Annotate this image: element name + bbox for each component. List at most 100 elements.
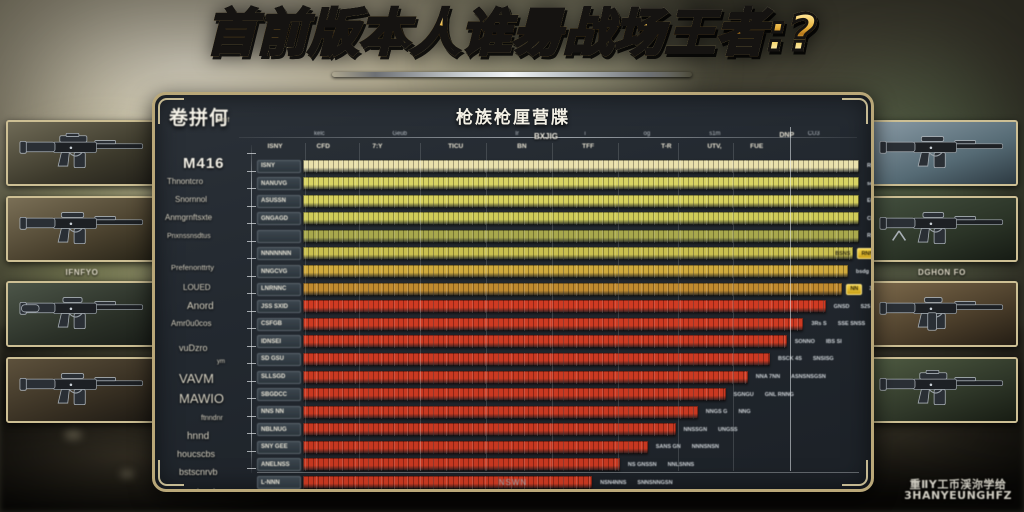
row-tag[interactable]: 3Rs S bbox=[811, 321, 827, 328]
table-row[interactable]: SD GSU BSCK 4S SNSISG bbox=[257, 351, 859, 367]
row-tag[interactable]: GNL RNNG bbox=[764, 391, 794, 398]
row-tag[interactable]: NN bbox=[846, 283, 863, 295]
brace-tick bbox=[247, 345, 256, 347]
row-tag[interactable]: NNLSNNS bbox=[667, 461, 695, 468]
row-name-cell: GNGAGD bbox=[257, 212, 301, 226]
row-label: Prefenonttrty bbox=[171, 263, 214, 272]
table-row[interactable]: CSFGB 3Rs S SSE SNSS bbox=[257, 316, 865, 332]
row-tag[interactable]: NNA 7NN bbox=[755, 374, 781, 381]
row-tag-group: CNENBErMrlcABD bbox=[863, 213, 871, 224]
weapon-thumbnail[interactable] bbox=[6, 120, 158, 186]
brace-tick bbox=[247, 258, 256, 259]
row-tag[interactable]: EOL :399 R5= bbox=[867, 198, 871, 205]
table-row[interactable]: NANUVG sdnn: GRC5n43 bbox=[257, 176, 871, 192]
table-row[interactable]: SLLSGD NNA 7NN ASNSNSGSN bbox=[257, 369, 859, 385]
row-tag[interactable]: NNG bbox=[738, 409, 751, 416]
table-row[interactable]: NNGCVG bsdgltndS bbox=[257, 263, 869, 279]
corner-ornament-icon bbox=[158, 460, 184, 486]
row-tag[interactable]: SNNSNNGSN bbox=[637, 479, 673, 486]
row-tag[interactable]: SANS GN bbox=[655, 444, 681, 451]
table-row[interactable]: SNY GEE SANS GN NNNSNSN bbox=[257, 439, 859, 455]
table-row[interactable]: GNGAGD CNENBErMrlcABD bbox=[257, 211, 871, 227]
row-tag-group: sdnn: GRC5n43 bbox=[863, 178, 874, 189]
row-tag[interactable]: 3N bbox=[869, 286, 873, 293]
table-row[interactable]: NNS NN NNGS G NNG bbox=[257, 404, 859, 420]
weapon-thumbnail[interactable] bbox=[866, 281, 1018, 347]
row-tag[interactable]: NNSSGN bbox=[683, 426, 708, 433]
weapon-thumbnail[interactable] bbox=[6, 281, 158, 347]
row-tag[interactable]: RSNC bbox=[867, 233, 874, 240]
table-row[interactable]: ISNY RFNG2UEN2 bbox=[257, 158, 871, 174]
brace-tick bbox=[247, 170, 256, 172]
thumbnail-caption: IFNFYO bbox=[65, 268, 99, 277]
value-bar bbox=[303, 388, 726, 402]
row-tag[interactable]: CNENB bbox=[867, 215, 871, 222]
vertical-brace bbox=[247, 145, 257, 473]
table-row[interactable]: JSS SXID GNSD S25 RSNSNS bbox=[257, 299, 871, 315]
row-name-cell: SNY GEE bbox=[257, 440, 301, 454]
table-row[interactable]: ANELNSS NS GNSSN NNLSNNS bbox=[257, 457, 859, 473]
table-row[interactable]: L-NNN NSN4NNS SNNSNNGSN bbox=[257, 474, 859, 489]
table-row[interactable]: IDNSEI SONNO IBS SI bbox=[257, 334, 859, 350]
row-name-cell: ISNY bbox=[257, 159, 301, 173]
table-row[interactable]: NNNNNNN BSNS RNNS6dxc bbox=[257, 246, 871, 262]
row-tag-group: GNSD S25 RSNSNS bbox=[830, 301, 871, 312]
value-bar bbox=[303, 300, 826, 314]
row-tag[interactable]: NS GNSSN bbox=[627, 461, 657, 468]
table-row[interactable]: LNRNNCNN3NSBNSSL SNS bbox=[257, 281, 871, 297]
row-tag[interactable]: RNNS bbox=[857, 248, 871, 260]
weapon-thumbnail[interactable] bbox=[866, 357, 1018, 423]
panel-footer-label: NSWN bbox=[498, 478, 528, 487]
brace-tick bbox=[247, 468, 256, 469]
ground-speck bbox=[64, 430, 82, 440]
column-group-label-side: DNP bbox=[779, 132, 795, 139]
row-tag[interactable]: NSN4NNS bbox=[600, 479, 627, 486]
row-tag[interactable]: BSCK 4S bbox=[778, 356, 802, 363]
row-tag[interactable]: NNGS G bbox=[705, 409, 728, 416]
row-tag[interactable]: NNNSNSN bbox=[691, 444, 719, 451]
row-bar-track: CNENBErMrlcABD bbox=[303, 212, 871, 226]
grid-baseline bbox=[257, 472, 859, 473]
row-tag[interactable]: ASNSNSGSN bbox=[791, 374, 826, 381]
table-row[interactable]: NBLNUG NNSSGN UNGSS bbox=[257, 422, 859, 438]
table-row[interactable]: SBGDCC SGNGU GNL RNNG bbox=[257, 387, 859, 403]
brace-tick bbox=[247, 380, 256, 382]
row-label: ftnndnr bbox=[201, 415, 223, 422]
weapon-thumbnail[interactable] bbox=[6, 196, 158, 262]
row-tag[interactable]: SONNO bbox=[794, 338, 815, 345]
row-tag-group: SONNO IBS SI bbox=[791, 336, 846, 347]
row-name-cell: NANUVG bbox=[257, 177, 301, 191]
row-tag[interactable]: SNSISG bbox=[812, 356, 834, 363]
value-bar bbox=[303, 423, 676, 437]
row-tag[interactable]: SSE SNSS bbox=[837, 321, 866, 328]
table-row[interactable]: RSNC6F1NC bbox=[257, 228, 871, 244]
value-bar bbox=[303, 458, 620, 472]
value-bar bbox=[303, 159, 859, 173]
row-tag-group: RSNC6F1NC bbox=[863, 231, 874, 242]
value-bar bbox=[303, 370, 748, 384]
row-tag[interactable]: UNGSS bbox=[718, 426, 738, 433]
column-header: FUE bbox=[750, 143, 764, 150]
row-tag[interactable]: sdnn: GRC5n43 bbox=[867, 180, 874, 187]
row-name-cell: CSFGB bbox=[257, 317, 301, 331]
row-tag[interactable]: S25 RSNSNS bbox=[860, 303, 871, 310]
column-header: BN bbox=[517, 143, 527, 150]
row-tag[interactable]: bsdg bbox=[855, 268, 870, 275]
row-label: Amr0u0cos bbox=[171, 319, 212, 328]
brace-tick bbox=[247, 433, 256, 434]
weapon-thumbnail[interactable] bbox=[866, 120, 1018, 186]
value-bar bbox=[303, 194, 859, 208]
row-label: Anord bbox=[187, 301, 214, 312]
table-row[interactable]: ASUSSN EOL :399 R5=9 bbox=[257, 193, 871, 209]
row-tag[interactable]: GNSD bbox=[833, 303, 850, 310]
row-bar-track: SGNGU GNL RNNG bbox=[303, 388, 859, 402]
weapon-thumbnail[interactable] bbox=[866, 196, 1018, 262]
weapon-thumbnail[interactable] bbox=[6, 357, 158, 423]
row-tag[interactable]: RFNG2 bbox=[867, 163, 874, 170]
row-tag[interactable]: IBS SI bbox=[825, 338, 842, 345]
row-bar-track: NNA 7NN ASNSNSGSN bbox=[303, 370, 859, 384]
value-bar bbox=[303, 265, 848, 279]
row-name-cell: NBLNUG bbox=[257, 423, 301, 437]
row-tag[interactable]: SGNGU bbox=[733, 391, 754, 398]
column-header: T-R bbox=[661, 143, 672, 150]
